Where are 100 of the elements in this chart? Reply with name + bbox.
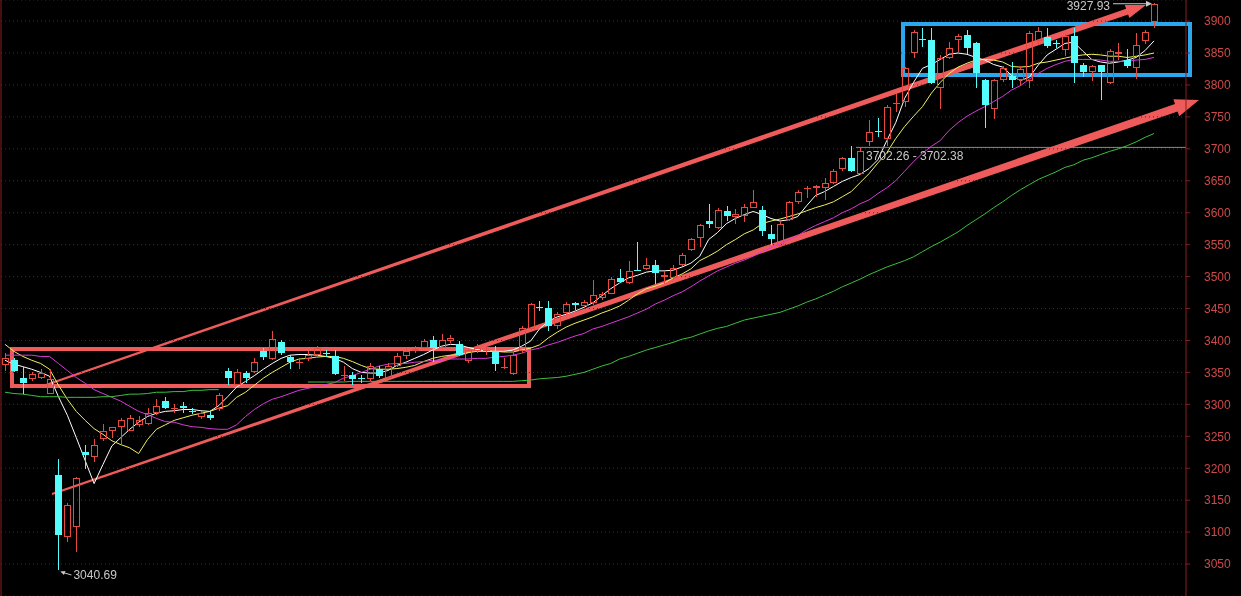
- candlestick: [430, 335, 437, 363]
- y-tick-label: 3650: [1204, 174, 1232, 189]
- candlestick: [403, 347, 410, 360]
- candlestick: [643, 257, 650, 269]
- candlestick: [501, 357, 508, 368]
- candlestick: [341, 365, 348, 382]
- candlestick: [964, 29, 971, 55]
- candlestick: [670, 264, 677, 281]
- candlestick: [145, 407, 152, 424]
- candlestick: [1053, 39, 1060, 49]
- candlestick: [394, 352, 401, 366]
- candlestick: [367, 362, 374, 382]
- candlestick: [225, 367, 232, 386]
- y-tick-label: 3750: [1204, 110, 1232, 125]
- candlestick: [652, 259, 659, 285]
- candlestick: [2, 352, 9, 372]
- candlestick: [884, 104, 891, 147]
- candlestick: [875, 117, 882, 138]
- candlestick: [634, 241, 641, 271]
- y-tick-label: 3350: [1204, 365, 1232, 380]
- candlestick: [893, 93, 900, 113]
- candlestick: [136, 415, 143, 428]
- candlestick: [180, 401, 187, 414]
- candlestick: [1080, 62, 1087, 78]
- candlestick: [332, 349, 339, 374]
- candlestick: [759, 205, 766, 237]
- candlestick: [55, 458, 62, 571]
- candlestick: [64, 502, 71, 543]
- y-tick-label: 3600: [1204, 205, 1232, 220]
- candlestick: [554, 311, 561, 330]
- candlestick: [902, 68, 909, 108]
- candlestick: [732, 208, 739, 225]
- candlestick: [1124, 48, 1131, 69]
- candlestick: [750, 189, 757, 208]
- y-tick-label: 3250: [1204, 429, 1232, 444]
- y-tick-label: 3550: [1204, 237, 1232, 252]
- candlestick: [991, 80, 998, 120]
- candlestick: [198, 410, 205, 420]
- annotation: 3927.93: [1066, 0, 1111, 14]
- candlestick: [376, 365, 383, 379]
- candlestick: [857, 147, 864, 174]
- y-tick-label: 3200: [1204, 461, 1232, 476]
- candlestick: [171, 403, 178, 414]
- candlestick: [1071, 27, 1078, 84]
- candlestick: [358, 374, 365, 384]
- candlestick: [243, 370, 250, 384]
- candlestick: [29, 371, 36, 382]
- candlestick: [153, 398, 160, 416]
- candlestick: [715, 207, 722, 228]
- candlestick: [519, 325, 526, 354]
- candlestick: [207, 410, 214, 421]
- candlestick: [1133, 32, 1140, 80]
- candlestick: [20, 366, 27, 395]
- candlestick: [1017, 65, 1024, 87]
- candlestick: [38, 368, 45, 378]
- candlestick: [483, 346, 490, 356]
- y-tick-label: 3100: [1204, 525, 1232, 540]
- candlestick: [189, 407, 196, 415]
- candlestick: [919, 27, 926, 48]
- candlestick: [465, 347, 472, 364]
- candlestick: [617, 268, 624, 282]
- candlestick: [278, 339, 285, 356]
- candlestick: [296, 358, 303, 370]
- candlestick: [563, 301, 570, 316]
- candlestick: [109, 427, 116, 439]
- candlestick: [724, 205, 731, 222]
- candlestick: [1142, 29, 1149, 45]
- y-tick-label: 3400: [1204, 333, 1232, 348]
- candlestick: [1026, 30, 1033, 89]
- candlestick: [661, 270, 668, 285]
- candlestick: [911, 29, 918, 59]
- y-tick-label: 3900: [1204, 14, 1232, 29]
- y-tick-label: 3150: [1204, 493, 1232, 508]
- candlestick: [795, 189, 802, 205]
- candlestick: [572, 303, 579, 311]
- candlestick: [528, 304, 535, 329]
- candlestick: [260, 347, 267, 361]
- y-tick-label: 3450: [1204, 301, 1232, 316]
- candlestick: [866, 119, 873, 147]
- candlestick: [1062, 33, 1069, 57]
- candlestick: [323, 349, 330, 358]
- candlestick: [305, 350, 312, 362]
- candlestick: [82, 444, 89, 470]
- candlestick: [127, 414, 134, 431]
- candlestick: [1151, 4, 1158, 29]
- candlestick: [474, 343, 481, 354]
- candlestick: [91, 438, 98, 463]
- candlestick: [777, 221, 784, 246]
- candlestick: [741, 203, 748, 223]
- candlestick: [492, 345, 499, 372]
- candlestick: [545, 300, 552, 332]
- candlestick: [590, 279, 597, 306]
- candlestick: [804, 185, 811, 199]
- candlestick: [581, 299, 588, 306]
- candlestick: [626, 260, 633, 283]
- candlestick: [830, 168, 837, 183]
- candlestick: [269, 330, 276, 359]
- y-tick-label: 3700: [1204, 142, 1232, 157]
- annotation: 3040.69: [73, 568, 118, 583]
- candlestick: [599, 291, 606, 301]
